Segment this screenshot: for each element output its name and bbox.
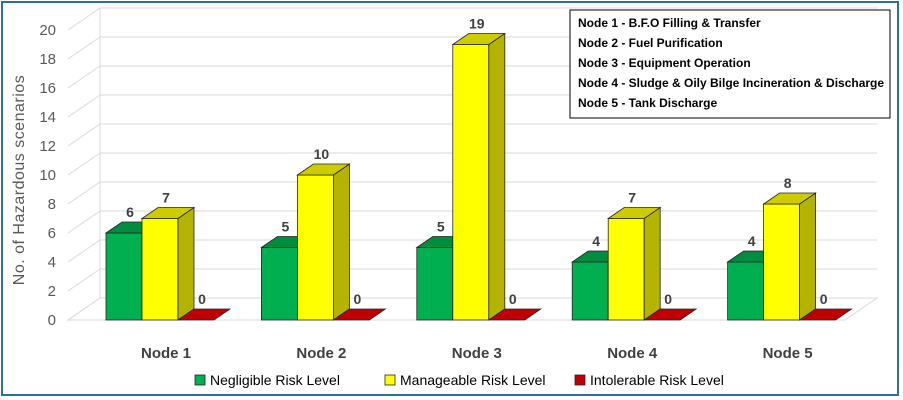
data-label: 7: [628, 190, 636, 206]
data-label: 4: [592, 233, 600, 249]
data-label: 0: [820, 291, 828, 307]
data-label: 5: [282, 219, 290, 235]
gridline-side: [67, 297, 101, 321]
bar-front: [296, 174, 334, 321]
bar-side: [177, 206, 195, 321]
bar-flat: [332, 308, 387, 321]
bar-side: [799, 192, 816, 321]
data-label: 8: [784, 175, 792, 191]
bar-front: [452, 44, 490, 321]
bar-side: [488, 32, 506, 321]
gridline-side: [67, 123, 101, 147]
y-tick-label: 12: [39, 138, 56, 155]
bar-front: [260, 247, 298, 321]
data-label: 0: [354, 291, 362, 307]
note-text: Node 5 - Tank Discharge: [578, 96, 717, 110]
category-label: Node 3: [452, 345, 502, 362]
bar-front: [416, 247, 454, 321]
notes-box: [569, 9, 891, 119]
bar-side: [332, 163, 350, 321]
bar-flat: [642, 308, 698, 321]
gridline-side: [67, 7, 101, 31]
gridline-side: [67, 36, 101, 60]
bar-top: [762, 192, 817, 205]
data-label: 0: [509, 291, 517, 307]
y-tick-label: 0: [48, 312, 56, 329]
y-tick-label: 20: [39, 22, 56, 39]
gridline-side: [67, 152, 101, 176]
y-tick-label: 2: [48, 283, 56, 300]
note-text: Node 3 - Equipment Operation: [578, 56, 751, 70]
bar-top: [296, 163, 351, 176]
y-tick-label: 14: [39, 109, 56, 126]
bar-front: [607, 218, 645, 321]
category-label: Node 4: [607, 345, 658, 362]
legend-swatch: [194, 374, 206, 386]
y-tick-label: 4: [48, 254, 56, 271]
gridline-side: [67, 65, 101, 89]
bar-side: [643, 206, 661, 321]
y-axis-label: No. of Hazardous scenarios: [11, 75, 28, 285]
bar-flat: [176, 308, 232, 321]
data-label: 19: [469, 16, 485, 32]
note-text: Node 2 - Fuel Purification: [578, 36, 723, 50]
y-tick-label: 18: [39, 51, 56, 68]
legend-swatch: [384, 374, 396, 386]
legend-label: Manageable Risk Level: [400, 372, 546, 388]
legend-label: Negligible Risk Level: [210, 372, 340, 388]
gridline-side: [67, 239, 101, 263]
data-label: 4: [748, 233, 756, 249]
note-text: Node 4 - Sludge & Oily Bilge Incineratio…: [578, 76, 884, 90]
y-tick-label: 8: [48, 196, 56, 213]
data-label: 0: [664, 291, 672, 307]
note-text: Node 1 - B.F.O Filling & Transfer: [578, 16, 761, 30]
data-label: 6: [126, 204, 134, 220]
data-label: 5: [437, 219, 445, 235]
category-label: Node 5: [763, 345, 813, 362]
bar-top: [140, 207, 196, 219]
y-tick-label: 10: [39, 167, 56, 184]
bar-front: [105, 232, 143, 321]
data-label: 0: [198, 291, 206, 307]
gridline-side: [67, 94, 101, 118]
gridline-side: [67, 181, 101, 205]
bar-flat: [798, 308, 853, 321]
bar-top: [606, 207, 662, 219]
data-label: 7: [162, 190, 170, 206]
bar-front: [571, 261, 609, 321]
bar-flat: [487, 308, 543, 321]
y-tick-label: 16: [39, 80, 56, 97]
bar-top: [451, 33, 507, 45]
legend-swatch: [574, 374, 586, 386]
bar-front: [727, 261, 764, 321]
bar-front: [763, 203, 800, 321]
bar-front: [141, 218, 179, 321]
gridline-side: [67, 210, 101, 234]
data-label: 10: [314, 146, 330, 162]
category-label: Node 2: [296, 345, 346, 362]
y-tick-label: 6: [48, 225, 56, 242]
legend-label: Intolerable Risk Level: [590, 372, 724, 388]
gridline-side: [67, 268, 101, 292]
category-label: Node 1: [141, 345, 191, 362]
